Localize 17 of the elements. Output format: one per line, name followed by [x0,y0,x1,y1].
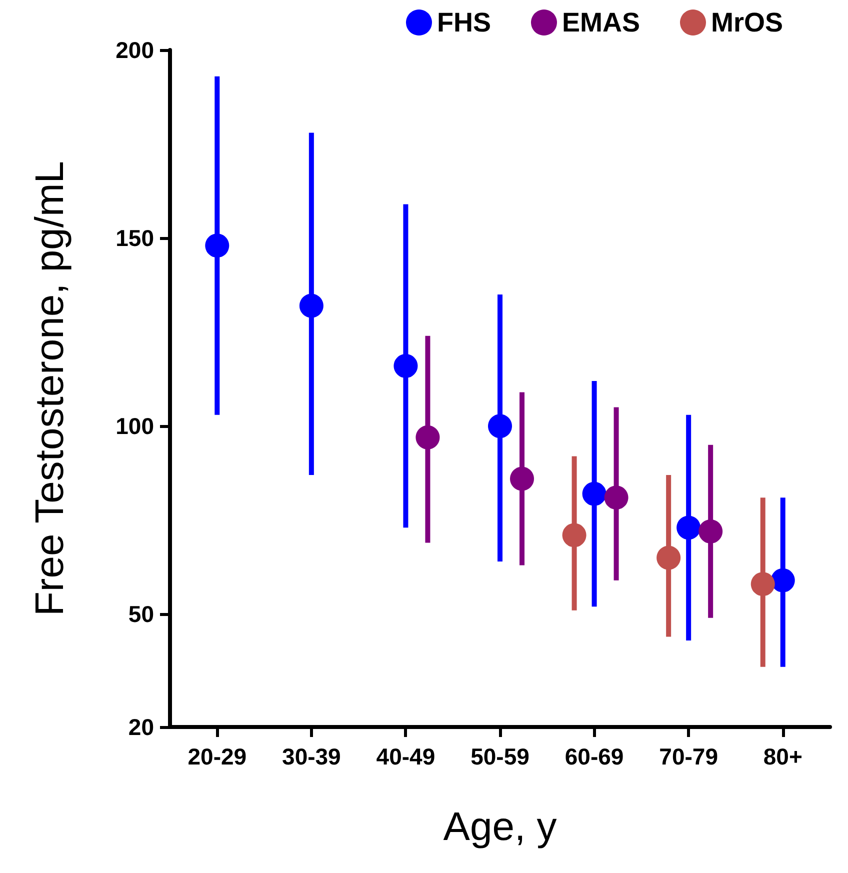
legend-label: FHS [436,8,491,38]
legend-label: MrOS [710,8,784,38]
x-tick-label: 40-49 [376,744,436,770]
y-tick-label: 200 [116,37,154,63]
y-tick-label: 20 [128,714,154,740]
x-tick-label: 20-29 [188,744,247,770]
legend-label: EMAS [562,8,640,38]
x-axis-title: Age, y [443,805,557,849]
x-tick-label: 70-79 [659,744,718,770]
x-tick-label: 50-59 [470,744,530,770]
y-tick-label: 50 [128,601,154,628]
y-tick-label: 150 [116,225,154,252]
x-tick-label: 30-39 [282,744,341,770]
y-tick-label: 100 [116,413,154,440]
x-tick-label: 60-69 [564,744,624,770]
x-tick-label: 80+ [763,744,802,770]
y-axis-title: Free Testosterone, pg/mL [28,160,72,616]
